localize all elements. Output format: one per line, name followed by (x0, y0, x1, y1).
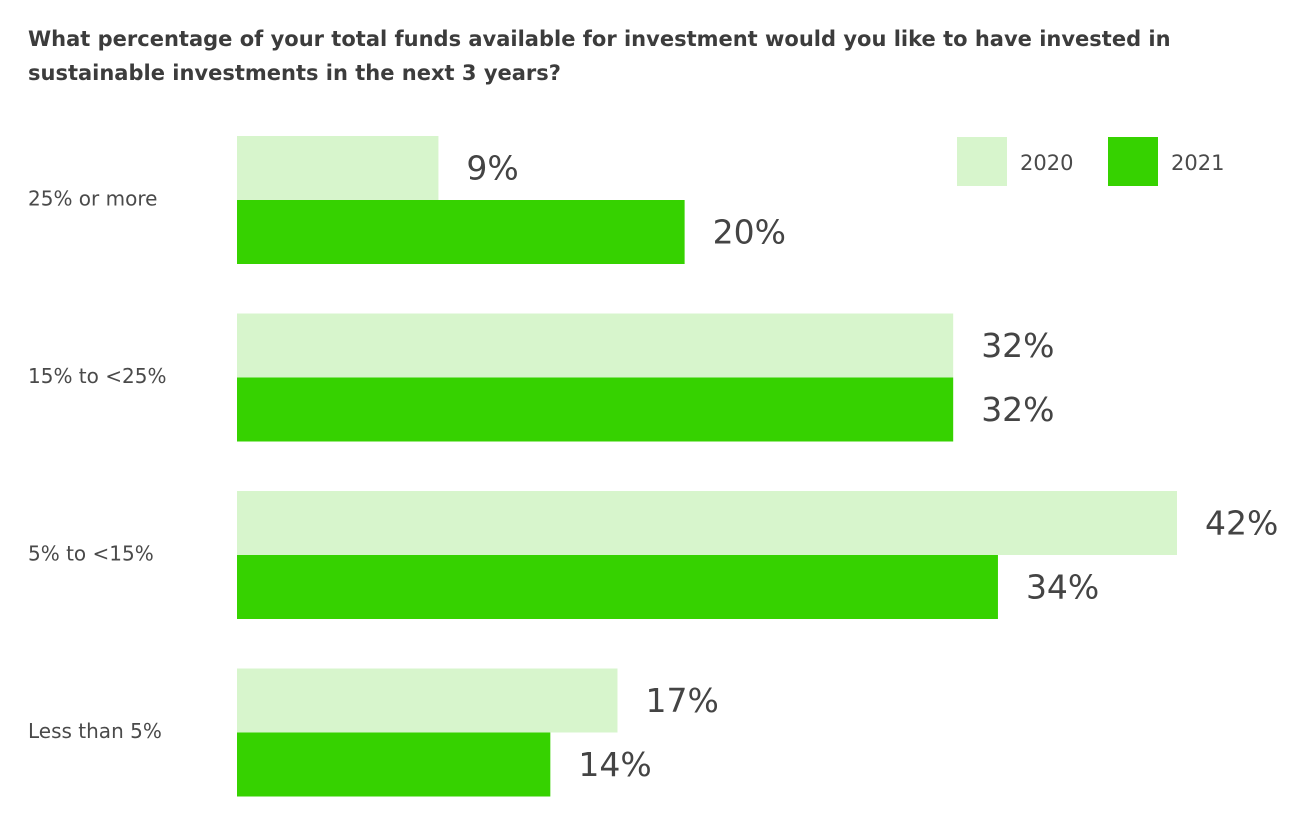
value-label: 42% (1205, 504, 1278, 543)
legend-label: 2020 (1020, 151, 1073, 175)
category-label: 5% to <15% (28, 542, 154, 566)
bar (237, 491, 1177, 555)
chart-title: What percentage of your total funds avai… (28, 27, 1171, 85)
category-label: Less than 5% (28, 719, 162, 743)
value-label: 32% (981, 326, 1054, 365)
bar (237, 668, 618, 733)
value-label: 9% (466, 149, 518, 188)
bar (237, 136, 439, 200)
bar (237, 313, 954, 378)
legend-swatch (1108, 137, 1158, 186)
value-label: 20% (713, 213, 786, 252)
category-label: 25% or more (28, 187, 157, 211)
value-label: 34% (1026, 568, 1099, 607)
bar (237, 377, 954, 442)
value-label: 17% (645, 681, 718, 720)
category-label: 15% to <25% (28, 364, 166, 388)
value-label: 14% (578, 745, 651, 784)
legend-swatch (957, 137, 1007, 186)
legend-label: 2021 (1171, 151, 1224, 175)
bar (237, 555, 998, 619)
value-label: 32% (981, 390, 1054, 429)
bar (237, 200, 685, 264)
bar (237, 732, 551, 797)
